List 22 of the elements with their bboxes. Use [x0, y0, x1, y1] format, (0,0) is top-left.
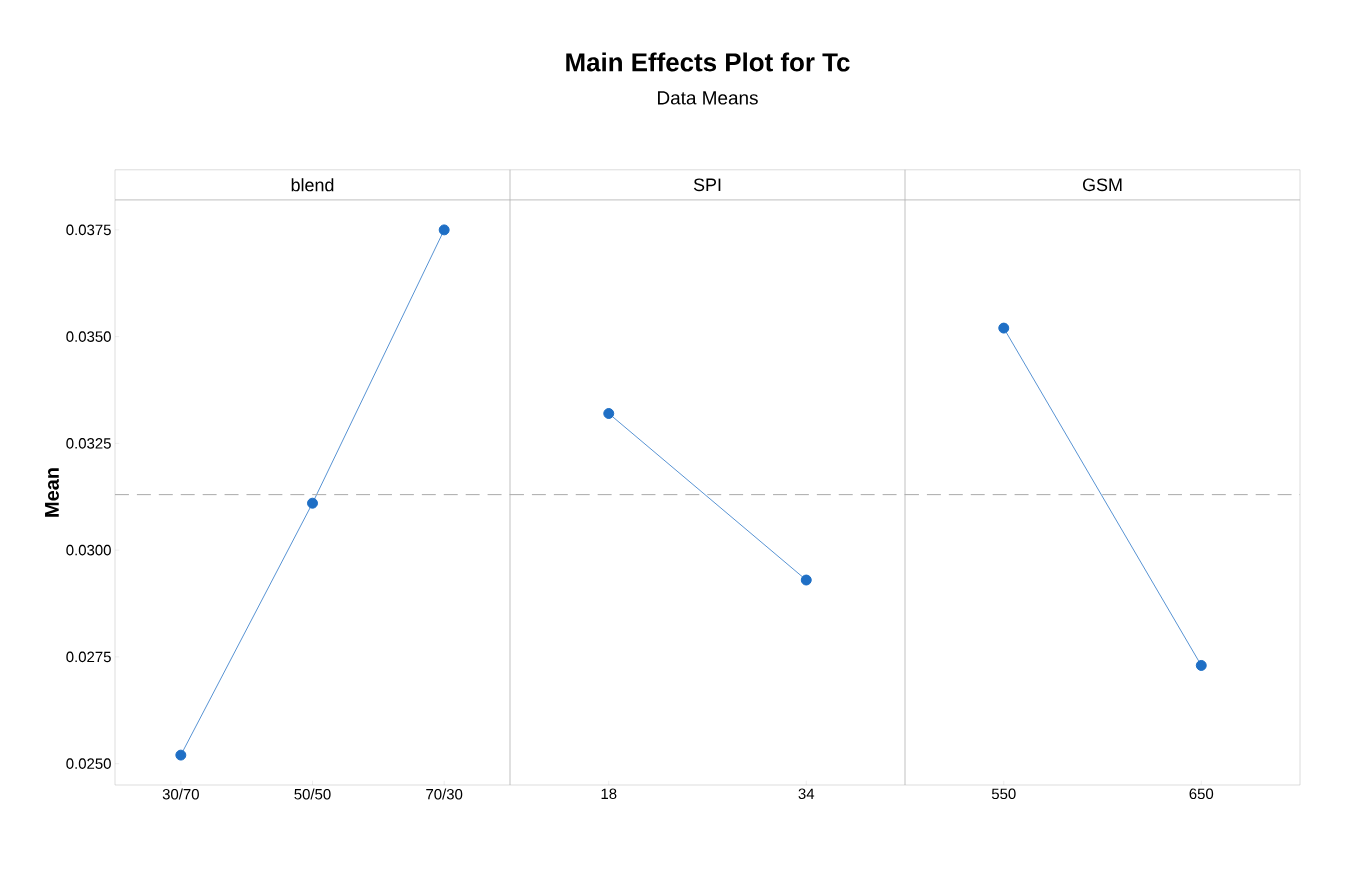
x-tick-label: 18 [601, 788, 617, 800]
y-tick-label: 0.0350 [66, 331, 111, 342]
x-axis-title: blend [291, 178, 334, 192]
y-tick-label: 0.0275 [66, 651, 111, 663]
y-tick-label: 0.0300 [66, 544, 111, 556]
x-axis-title: SPI [693, 178, 721, 192]
y-axis-title: Mean [45, 468, 59, 517]
point [307, 497, 318, 509]
y-tick-label: 0.0325 [66, 438, 111, 449]
point [438, 224, 450, 236]
x-tick-label: 650 [1189, 788, 1214, 800]
point [175, 749, 187, 761]
chart-subtitle: Data Means [658, 91, 758, 105]
chart-title: Main Effects Plot for Tc [566, 52, 850, 72]
x-tick-label: 70/30 [426, 788, 463, 800]
x-axis-title: GSM [1083, 178, 1122, 192]
x-tick-label: 50/50 [294, 788, 331, 800]
x-tick-label: 34 [798, 788, 815, 800]
y-tick-label: 0.0250 [66, 758, 111, 769]
y-tick-label: 0.0375 [66, 224, 111, 236]
x-tick-label: 30/70 [162, 788, 199, 800]
x-tick-label: 550 [991, 788, 1016, 800]
